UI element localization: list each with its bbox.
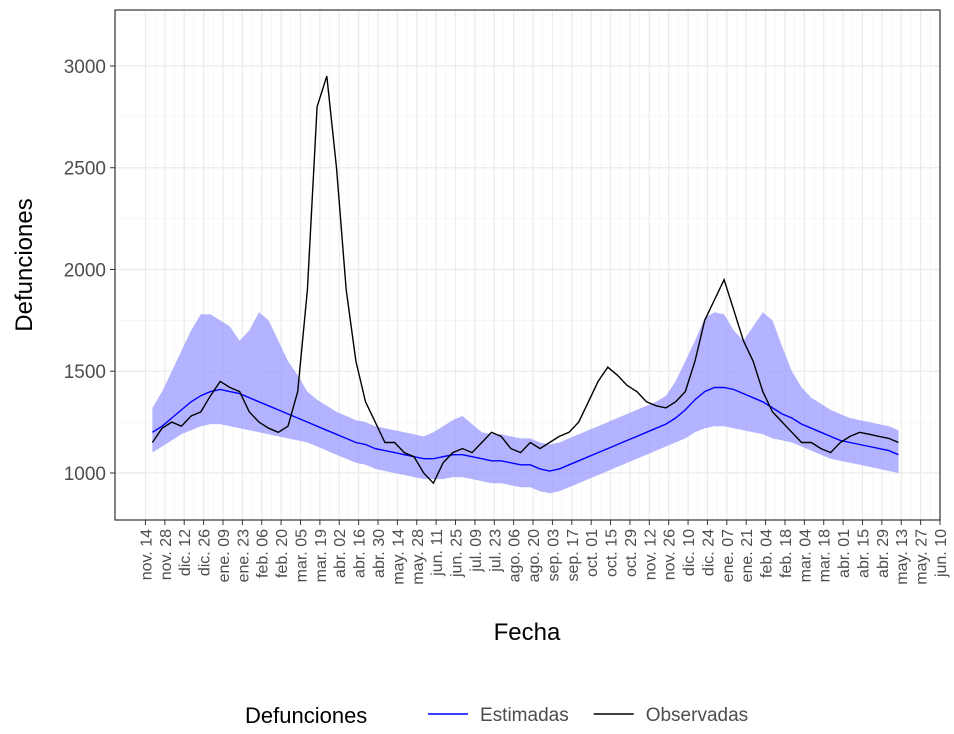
x-tick-label: feb. 18 bbox=[778, 529, 795, 578]
x-tick-label: nov. 26 bbox=[662, 529, 679, 580]
x-tick-label: nov. 28 bbox=[158, 529, 175, 580]
legend-label: Estimadas bbox=[480, 705, 569, 726]
x-tick-label: jun. 10 bbox=[933, 529, 950, 578]
legend-label: Observadas bbox=[646, 705, 748, 726]
y-tick-label: 2000 bbox=[64, 260, 106, 281]
x-tick-label: ago. 06 bbox=[507, 529, 524, 582]
x-axis-title: Fecha bbox=[494, 619, 561, 646]
y-tick-label: 2500 bbox=[64, 159, 106, 180]
x-tick-label: ene. 09 bbox=[216, 529, 233, 582]
y-axis-title: Defunciones bbox=[11, 198, 38, 331]
x-tick-label: dic. 26 bbox=[197, 529, 214, 576]
x-tick-label: may. 13 bbox=[894, 529, 911, 585]
x-tick-label: abr. 15 bbox=[855, 529, 872, 578]
x-tick-label: abr. 30 bbox=[371, 529, 388, 578]
x-tick-label: mar. 19 bbox=[313, 529, 330, 582]
x-tick-label: dic. 12 bbox=[177, 529, 194, 576]
x-tick-label: feb. 06 bbox=[255, 529, 272, 578]
x-tick-label: feb. 04 bbox=[759, 529, 776, 578]
x-tick-label: dic. 24 bbox=[700, 529, 717, 576]
x-tick-label: jun. 11 bbox=[429, 529, 446, 577]
x-tick-label: abr. 01 bbox=[836, 529, 853, 578]
series-line bbox=[151, 75, 899, 485]
x-tick-label: sep. 03 bbox=[545, 529, 562, 582]
x-tick-label: jul. 23 bbox=[487, 529, 504, 573]
x-tick-label: feb. 20 bbox=[274, 529, 291, 578]
series-line bbox=[152, 386, 899, 472]
x-tick-label: abr. 16 bbox=[352, 529, 369, 578]
x-tick-label: ene. 23 bbox=[235, 529, 252, 582]
x-tick-label: may. 27 bbox=[914, 529, 931, 585]
x-tick-label: abr. 02 bbox=[332, 529, 349, 578]
x-tick-label: nov. 14 bbox=[138, 529, 155, 580]
y-tick-label: 1000 bbox=[64, 464, 106, 485]
panel-border bbox=[114, 9, 941, 521]
x-tick-label: nov. 12 bbox=[642, 529, 659, 580]
x-tick-label: may. 28 bbox=[410, 529, 427, 585]
legend: Defunciones Estimadas Observadas bbox=[245, 703, 748, 728]
x-tick-label: oct. 01 bbox=[584, 529, 601, 577]
x-tick-label: oct. 29 bbox=[623, 529, 640, 577]
x-tick-label: ene. 07 bbox=[720, 529, 737, 582]
x-tick-label: ene. 21 bbox=[739, 529, 756, 582]
marks bbox=[151, 75, 899, 494]
y-tick-label: 3000 bbox=[64, 57, 106, 78]
y-tick-label: 1500 bbox=[64, 362, 106, 383]
x-tick-label: dic. 10 bbox=[681, 529, 698, 576]
x-tick-label: mar. 04 bbox=[797, 529, 814, 582]
x-tick-label: jun. 25 bbox=[449, 529, 466, 578]
x-tick-label: mar. 18 bbox=[817, 529, 834, 582]
confidence-band bbox=[152, 312, 899, 494]
x-tick-label: abr. 29 bbox=[875, 529, 892, 578]
x-tick-label: jul. 09 bbox=[468, 529, 485, 573]
x-tick-label: mar. 05 bbox=[293, 529, 310, 582]
x-tick-label: ago. 20 bbox=[526, 529, 543, 582]
legend-title: Defunciones bbox=[245, 703, 367, 728]
x-tick-label: may. 14 bbox=[390, 529, 407, 585]
x-tick-label: oct. 15 bbox=[604, 529, 621, 577]
x-tick-label: sep. 17 bbox=[565, 529, 582, 582]
